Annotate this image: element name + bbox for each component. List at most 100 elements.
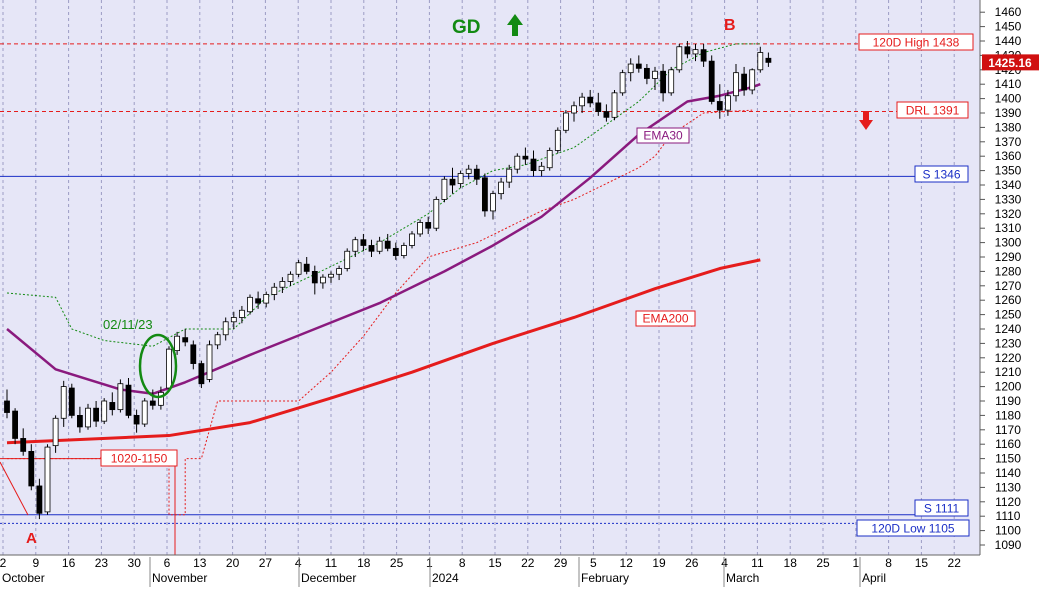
last-price-label: 1425.16: [988, 56, 1032, 70]
candle-body: [52, 417, 59, 447]
y-tick-label: 1290: [995, 250, 1022, 264]
plot-background: [0, 0, 980, 555]
y-tick-label: 1410: [995, 77, 1022, 91]
candle-body: [498, 181, 505, 195]
y-tick-label: 1170: [995, 423, 1021, 437]
candle-body: [12, 410, 19, 439]
candle-body: [409, 233, 415, 246]
y-tick-label: 1390: [995, 106, 1022, 120]
y-tick-label: 1260: [995, 293, 1022, 307]
x-tick-label: 29: [554, 556, 568, 570]
candle-body: [765, 57, 772, 63]
y-tick-label: 1220: [995, 351, 1022, 365]
candle-body: [20, 438, 27, 452]
candle-body: [141, 400, 148, 425]
y-tick-label: 1230: [995, 336, 1022, 350]
candle-body: [554, 129, 561, 151]
candle-body: [376, 240, 383, 252]
month-label: November: [152, 571, 207, 585]
candle-body: [417, 222, 424, 235]
x-tick-label: 27: [259, 556, 273, 570]
candle-body: [538, 165, 545, 171]
x-tick-label: 11: [751, 556, 764, 570]
y-tick-label: 1100: [995, 524, 1021, 538]
candle-body: [60, 386, 67, 419]
candle-body: [44, 446, 51, 513]
y-tick-label: 1440: [995, 34, 1022, 48]
ma-label-box: [635, 310, 696, 327]
candle-body: [28, 450, 35, 487]
candle-body: [190, 344, 197, 364]
x-tick-label: 16: [62, 556, 76, 570]
last-price-box: [982, 54, 1039, 71]
level-label-text: 120D High 1438: [873, 36, 960, 50]
annotation-date: 02/11/23: [103, 317, 153, 332]
candle-body: [230, 317, 237, 323]
candle-body: [222, 321, 229, 336]
y-tick-label: 1140: [995, 466, 1021, 480]
month-label: 2024: [432, 571, 459, 585]
level-label-box: [896, 101, 969, 119]
candle-body: [676, 46, 683, 71]
candle-body: [287, 273, 294, 282]
level-label-text: 120D Low 1105: [871, 522, 955, 536]
candle-body: [660, 70, 666, 94]
candle-body: [506, 168, 513, 183]
candle-body: [627, 63, 634, 74]
candle-body: [457, 173, 464, 184]
x-tick-label: 9: [32, 556, 39, 570]
candle-body: [157, 391, 164, 406]
candle-body: [198, 363, 205, 385]
y-tick-label: 1250: [995, 308, 1022, 322]
candle-body: [473, 168, 480, 180]
x-axis-background: [0, 555, 1039, 589]
x-tick-label: 6: [164, 556, 171, 570]
candle-body: [465, 168, 472, 174]
level-label-box: [100, 449, 178, 467]
candle-body: [336, 268, 343, 275]
y-tick-label: 1150: [995, 452, 1021, 466]
x-tick-label: 18: [357, 556, 371, 570]
candle-body: [295, 262, 302, 275]
candle-body: [271, 286, 278, 295]
candle-body: [352, 239, 359, 252]
candle-body: [263, 294, 270, 304]
y-tick-label: 1160: [995, 437, 1021, 451]
candle-body: [149, 400, 156, 406]
month-label: February: [581, 571, 629, 585]
x-tick-label: 30: [128, 556, 142, 570]
y-tick-label: 1120: [995, 495, 1021, 509]
x-tick-label: 2: [0, 556, 7, 570]
y-tick-label: 1190: [995, 394, 1021, 408]
annotations: GD B A 02/11/23: [0, 14, 873, 555]
annotation-gd: GD: [452, 17, 481, 38]
candle-body: [182, 337, 189, 343]
candle-body: [668, 69, 675, 94]
y-tick-label: 1180: [995, 408, 1021, 422]
candle-body: [279, 281, 286, 288]
level-label-text: S 1111: [924, 502, 960, 516]
y-tick-label: 1240: [995, 322, 1022, 336]
candle-body: [303, 263, 310, 272]
annotation-a: A: [26, 530, 37, 547]
candle-body: [522, 155, 529, 160]
x-tick-label: 13: [193, 556, 207, 570]
candle-body: [611, 92, 618, 118]
y-tick-label: 1350: [995, 164, 1022, 178]
x-tick-label: 4: [721, 556, 728, 570]
candle-body: [433, 198, 440, 229]
x-tick-label: 11: [325, 556, 338, 570]
line-ema200: [6, 258, 761, 445]
candle-body: [652, 70, 658, 79]
y-tick-label: 1270: [995, 279, 1022, 293]
y-tick-label: 1360: [995, 149, 1022, 163]
horizontal-levels: [0, 43, 915, 524]
month-label: October: [2, 571, 45, 585]
candle-body: [644, 67, 650, 79]
highlight-ellipse: [138, 333, 178, 399]
candle-body: [546, 150, 553, 169]
candlesticks: [4, 41, 772, 520]
candle-body: [749, 69, 756, 91]
y-tick-label: 1450: [995, 20, 1022, 34]
candle-body: [441, 178, 448, 200]
